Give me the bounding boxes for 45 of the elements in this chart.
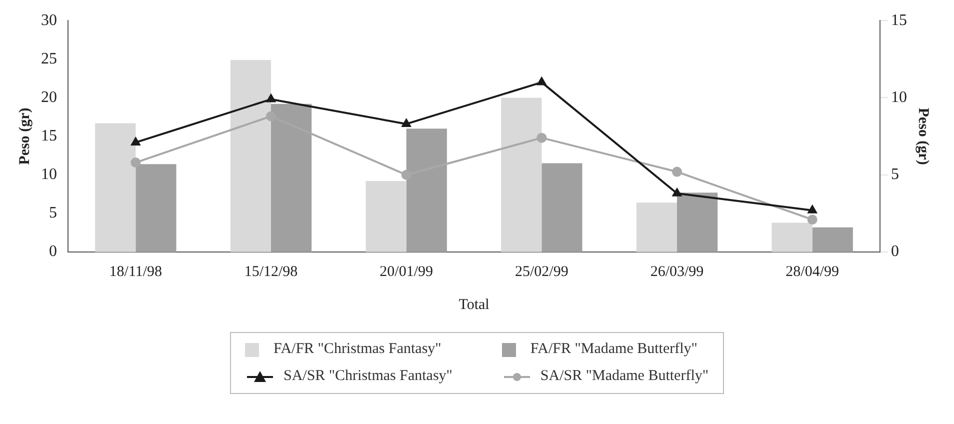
bar	[366, 181, 406, 252]
point	[807, 214, 818, 225]
point	[402, 118, 411, 127]
point	[266, 111, 276, 122]
point	[130, 158, 141, 168]
x-tick-label: 26/03/99	[650, 264, 704, 280]
y-tick-label: 15	[41, 128, 57, 145]
point	[672, 166, 682, 177]
point	[266, 94, 276, 102]
bar	[542, 163, 582, 252]
y2-axis-title: Peso (gr)	[915, 108, 932, 165]
x-tick-label: 18/11/98	[109, 264, 162, 280]
x-tick-label: 25/02/99	[514, 264, 568, 280]
legend-label: SA/SR "Christmas Fantasy"	[283, 368, 452, 385]
y-tick-label: 5	[49, 204, 57, 222]
y2-tick-label: 5	[891, 166, 899, 184]
x-axis-title: Total	[458, 296, 490, 313]
bar	[636, 202, 677, 252]
y-tick-label: 20	[41, 88, 57, 106]
bar	[501, 98, 542, 252]
point	[536, 132, 547, 143]
point	[131, 137, 140, 146]
point	[672, 188, 682, 196]
y-tick-label: 30	[41, 12, 57, 29]
bar	[230, 60, 271, 252]
point	[401, 170, 412, 180]
y-tick-label: 25	[41, 50, 57, 68]
y-axis-title: Peso (gr)	[16, 108, 33, 165]
x-tick-label: 20/01/99	[380, 264, 434, 280]
y2-tick-label: 15	[891, 12, 907, 29]
y-tick-label: 0	[49, 243, 57, 260]
y2-tick-label: 10	[891, 88, 907, 106]
x-tick-label: 28/04/99	[786, 264, 840, 280]
bar	[677, 192, 718, 252]
bar	[772, 222, 812, 252]
legend-label: FA/FR "Madame Butterfly"	[530, 341, 698, 358]
bar	[812, 227, 853, 252]
x-tick-label: 15/12/98	[244, 264, 298, 280]
legend-label: FA/FR "Christmas Fantasy"	[273, 341, 442, 358]
y-tick-label: 10	[41, 166, 57, 184]
legend-label: SA/SR "Madame Butterfly"	[540, 368, 708, 385]
point	[537, 77, 546, 86]
bar	[95, 123, 136, 252]
point	[808, 205, 817, 214]
y2-tick-label: 0	[891, 243, 899, 260]
